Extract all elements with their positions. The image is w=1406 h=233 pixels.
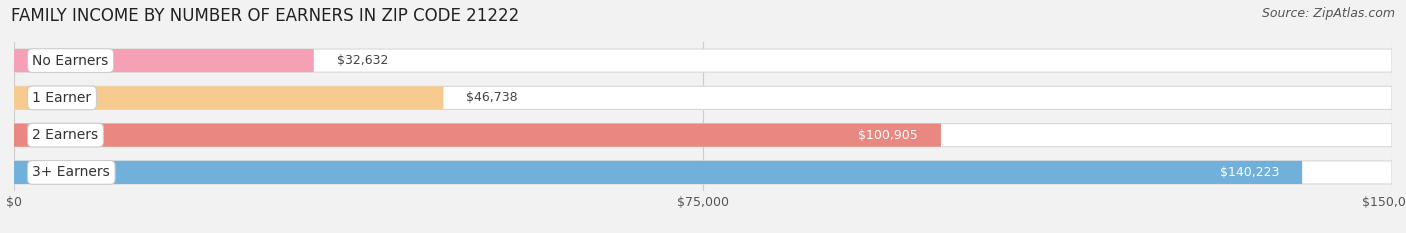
Text: $100,905: $100,905 — [858, 129, 918, 142]
Text: 2 Earners: 2 Earners — [32, 128, 98, 142]
Text: No Earners: No Earners — [32, 54, 108, 68]
Text: $46,738: $46,738 — [467, 91, 517, 104]
Text: $32,632: $32,632 — [337, 54, 388, 67]
Text: Source: ZipAtlas.com: Source: ZipAtlas.com — [1261, 7, 1395, 20]
FancyBboxPatch shape — [14, 123, 1392, 147]
FancyBboxPatch shape — [14, 161, 1302, 184]
Text: FAMILY INCOME BY NUMBER OF EARNERS IN ZIP CODE 21222: FAMILY INCOME BY NUMBER OF EARNERS IN ZI… — [11, 7, 519, 25]
FancyBboxPatch shape — [14, 49, 1392, 72]
Text: 3+ Earners: 3+ Earners — [32, 165, 110, 179]
FancyBboxPatch shape — [14, 161, 1392, 184]
FancyBboxPatch shape — [14, 123, 941, 147]
FancyBboxPatch shape — [14, 86, 443, 110]
Text: 1 Earner: 1 Earner — [32, 91, 91, 105]
FancyBboxPatch shape — [14, 49, 314, 72]
Text: $140,223: $140,223 — [1220, 166, 1279, 179]
FancyBboxPatch shape — [14, 86, 1392, 110]
